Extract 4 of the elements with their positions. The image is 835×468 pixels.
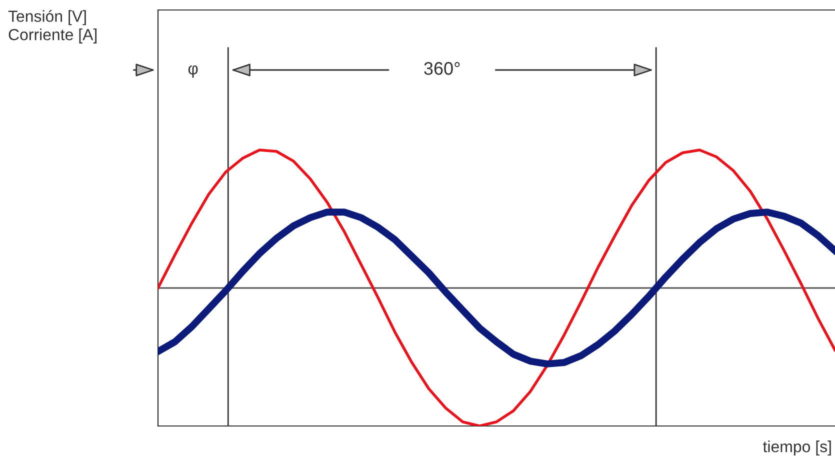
- text: φ: [188, 65, 198, 78]
- text: Tensión [V] Corriente [A]: [8, 10, 97, 44]
- x-axis-title: tiempo [s]: [763, 440, 831, 456]
- text: 360°: [424, 62, 460, 75]
